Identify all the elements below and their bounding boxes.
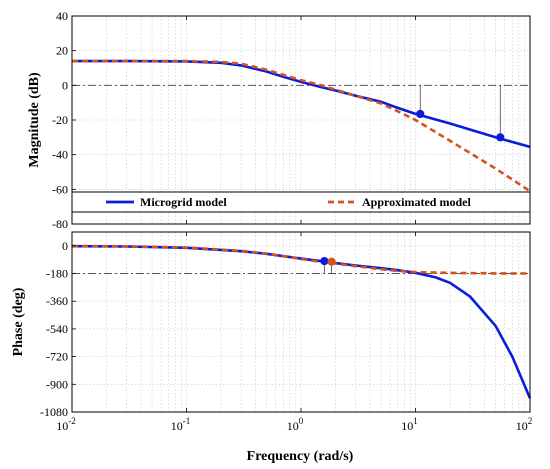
approximated-model-line <box>72 59 531 193</box>
y-tick-label: -720 <box>46 350 68 364</box>
y-tick-label: -40 <box>52 148 68 162</box>
y-tick-label: -540 <box>46 322 68 336</box>
data-marker <box>496 133 505 142</box>
approximated-model-line <box>71 244 531 275</box>
legend: Microgrid model Approximated model <box>71 191 531 213</box>
y-tick-label: 20 <box>56 44 68 58</box>
x-axis-label: Frequency (rad/s) <box>247 449 354 464</box>
y-tick-label: -80 <box>52 217 68 231</box>
phase-axes-box <box>71 231 531 413</box>
x-tick-label: 101 <box>401 416 418 433</box>
phase-markers <box>320 256 336 274</box>
y-tick-label: -1080 <box>40 405 68 419</box>
magnitude-y-ticks: 40 20 0 -20 -40 -60 -80 <box>52 9 76 231</box>
data-marker <box>320 256 329 266</box>
phase-x-ticks: 10-2 10-1 100 101 102 <box>56 16 532 433</box>
y-tick-label: -20 <box>52 113 68 127</box>
y-tick-label: 0 <box>62 239 68 253</box>
magnitude-markers <box>416 85 505 142</box>
y-tick-label: 0 <box>62 78 68 92</box>
x-tick-label: 102 <box>516 416 533 433</box>
phase-panel: 0-180-360-540-720-900-1080 10-2 10-1 100 10… <box>11 16 532 464</box>
y-tick-label: -900 <box>46 377 68 391</box>
phase-y-ticks: 0 -180 -360 -540 -720 -900 -1080 <box>40 239 76 419</box>
x-tick-label: 10-2 <box>56 416 76 433</box>
y-tick-label: -360 <box>46 294 68 308</box>
phase-y-axis-label: Phase (deg) <box>11 287 26 356</box>
x-tick-label: 10-1 <box>171 416 191 433</box>
data-marker <box>327 257 336 266</box>
legend-label-approximated-model: Approximated model <box>362 195 471 209</box>
phase-plot-area <box>72 232 530 412</box>
x-tick-label: 100 <box>287 416 304 433</box>
magnitude-y-axis-label: Magnitude (dB) <box>27 72 42 168</box>
y-tick-label: -180 <box>46 267 68 281</box>
phase-series <box>71 244 532 399</box>
magnitude-panel: 40 20 0 -20 -40 -60 -80 Microgrid model Approx… <box>27 9 531 231</box>
microgrid-model-line <box>72 59 531 149</box>
magnitude-series <box>72 59 531 193</box>
data-marker <box>416 109 425 119</box>
legend-label-microgrid-model: Microgrid model <box>140 195 227 209</box>
y-tick-label: 40 <box>56 9 68 23</box>
y-tick-label: -60 <box>52 182 68 196</box>
